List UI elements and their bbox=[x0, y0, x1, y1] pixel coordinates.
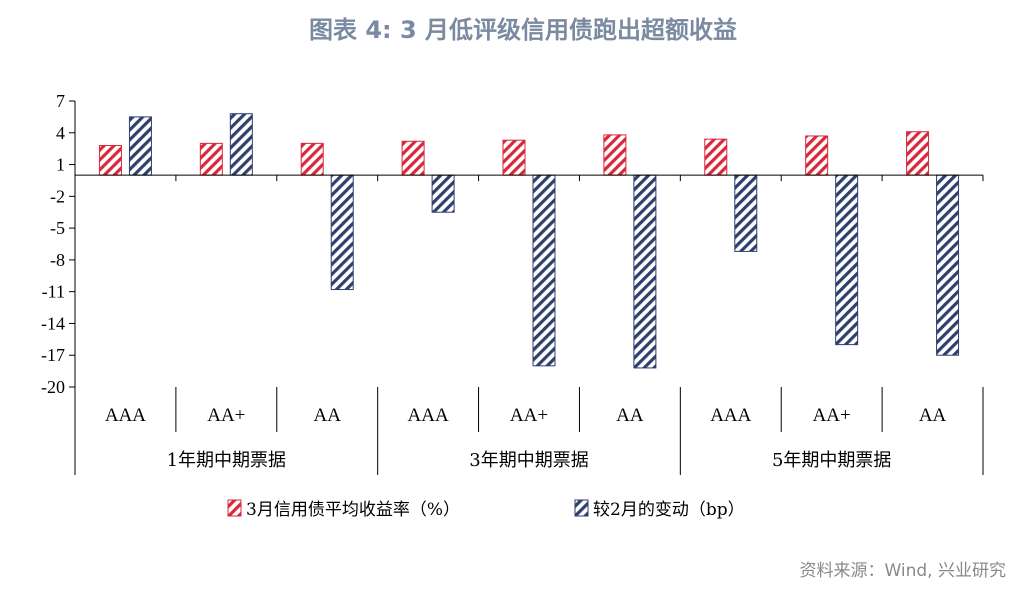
bar-yield bbox=[502, 139, 526, 176]
bar-change bbox=[936, 174, 960, 356]
y-tick-label: -2 bbox=[50, 186, 65, 206]
legend-swatch-yield bbox=[227, 499, 242, 517]
source-note: 资料来源：Wind, 兴业研究 bbox=[799, 561, 1006, 581]
legend-label-change: 较2月的变动（bp） bbox=[593, 500, 745, 520]
bar-change bbox=[431, 174, 455, 213]
x-category-label: AAA bbox=[105, 405, 146, 426]
bar-yield bbox=[704, 138, 728, 176]
x-category-label: AA bbox=[313, 405, 341, 426]
y-tick-label: -11 bbox=[42, 282, 65, 302]
x-category-label: AA+ bbox=[813, 405, 851, 426]
bar-yield bbox=[300, 142, 324, 176]
x-category-label: AAA bbox=[710, 405, 751, 426]
chart-title: 图表 4: 3 月低评级信用债跑出超额收益 bbox=[309, 16, 737, 44]
y-tick-label: 4 bbox=[56, 123, 65, 143]
y-tick-label: -8 bbox=[50, 250, 65, 270]
bar-yield bbox=[906, 131, 930, 176]
legend: 3月信用债平均收益率（%） 较2月的变动（bp） bbox=[227, 499, 745, 520]
bar-yield bbox=[199, 142, 223, 176]
x-category-label: AA bbox=[616, 405, 644, 426]
bar-change bbox=[532, 174, 556, 367]
x-category-label: AA+ bbox=[207, 405, 245, 426]
bar-yield bbox=[805, 135, 829, 176]
y-tick-label: -20 bbox=[41, 377, 65, 397]
x-group-label: 5年期中期票据 bbox=[772, 450, 891, 471]
bar-change bbox=[734, 174, 758, 252]
x-category-label: AAA bbox=[408, 405, 449, 426]
bar-change bbox=[330, 174, 354, 291]
bar-yield bbox=[401, 140, 425, 176]
bar-change bbox=[633, 174, 657, 369]
x-group-label: 3年期中期票据 bbox=[469, 450, 588, 471]
y-tick-label: -5 bbox=[50, 218, 65, 238]
y-tick-label: -14 bbox=[41, 313, 65, 333]
legend-label-yield: 3月信用债平均收益率（%） bbox=[246, 500, 460, 520]
bar-change bbox=[835, 174, 859, 346]
bar-change bbox=[128, 116, 152, 176]
bars bbox=[98, 113, 960, 369]
x-group-label: 1年期中期票据 bbox=[167, 450, 286, 471]
y-axis: 7 4 1 -2 -5 -8 -11 -14 -17 -20 bbox=[41, 91, 76, 475]
bar-yield bbox=[603, 134, 627, 176]
x-category-label: AA+ bbox=[510, 405, 548, 426]
legend-swatch-change bbox=[574, 499, 589, 517]
y-tick-label: 1 bbox=[56, 155, 65, 175]
y-tick-label: 7 bbox=[56, 91, 65, 111]
bar-change bbox=[229, 113, 253, 176]
bar-yield bbox=[98, 144, 122, 176]
x-category-label: AA bbox=[919, 405, 947, 426]
y-tick-label: -17 bbox=[41, 345, 65, 365]
